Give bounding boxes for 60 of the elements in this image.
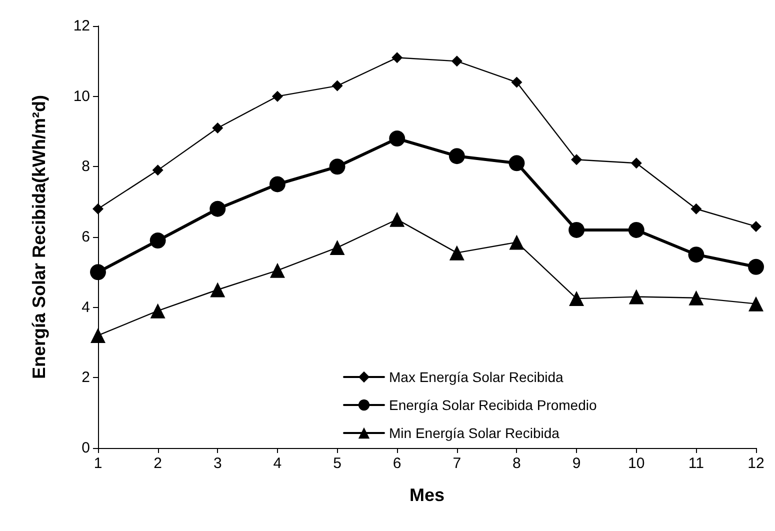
point [269, 176, 286, 192]
point [571, 154, 582, 166]
y-tick-label: 2 [82, 369, 90, 386]
point [150, 303, 166, 318]
point [90, 264, 106, 280]
y-tick-label: 6 [82, 228, 90, 246]
point [688, 290, 704, 306]
x-tick-label: 10 [628, 455, 645, 472]
point [748, 258, 764, 275]
legend-label: Max Energía Solar Recibida [389, 369, 564, 385]
x-tick-label: 6 [392, 455, 402, 472]
point [511, 76, 522, 88]
point [508, 155, 525, 172]
legend-label: Energía Solar Recibida Promedio [389, 397, 597, 413]
y-axis-title: Energía Solar Recibida(kWh/m²d) [29, 94, 49, 380]
point [332, 80, 343, 92]
legend-label: Min Energía Solar Recibida [389, 425, 560, 441]
x-tick-label: 11 [688, 455, 704, 472]
point [569, 291, 584, 306]
point [90, 328, 106, 343]
point [690, 203, 702, 214]
y-tick-label: 0 [82, 440, 90, 456]
x-tick-label: 3 [213, 455, 222, 472]
y-tick-label: 10 [73, 88, 90, 105]
point [392, 52, 403, 64]
point [152, 164, 164, 176]
point [568, 222, 585, 238]
point [630, 158, 642, 169]
point [509, 234, 524, 250]
point [628, 222, 644, 238]
x-tick-label: 7 [452, 455, 462, 472]
x-tick-label: 4 [273, 455, 282, 472]
point [389, 130, 406, 147]
point [210, 282, 226, 298]
point [449, 245, 464, 260]
y-tick-label: 12 [73, 18, 90, 34]
point [628, 289, 644, 304]
point [750, 220, 762, 232]
x-tick-label: 1 [94, 455, 102, 472]
point [210, 200, 226, 217]
point [748, 296, 764, 312]
x-tick-label: 9 [572, 455, 581, 472]
point [92, 203, 104, 214]
x-tick-label: 2 [154, 455, 162, 472]
point [212, 122, 224, 134]
point [270, 262, 285, 278]
x-tick-label: 12 [748, 455, 764, 472]
x-tick-label: 5 [333, 455, 342, 472]
point [688, 246, 704, 263]
point [451, 56, 462, 67]
point [448, 148, 465, 164]
point [390, 212, 405, 227]
point [330, 240, 345, 256]
x-axis-title: Mes [409, 485, 445, 505]
x-tick-label: 8 [512, 455, 521, 472]
point [329, 158, 346, 175]
y-tick-label: 8 [82, 158, 90, 176]
point [150, 232, 166, 249]
y-tick-label: 4 [82, 298, 90, 316]
point [272, 90, 283, 102]
